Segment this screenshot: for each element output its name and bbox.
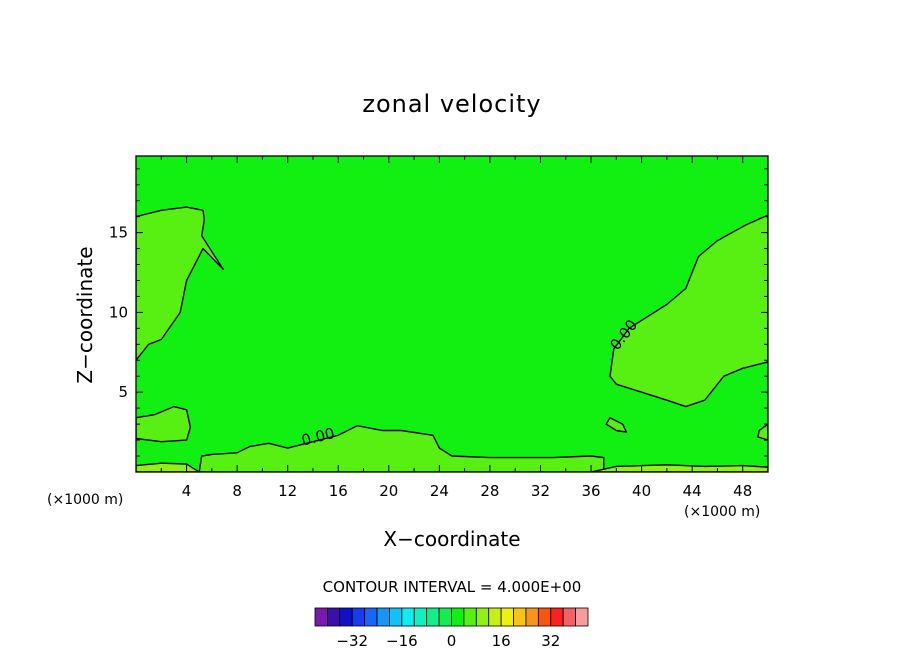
- colorbar-swatch: [562, 607, 576, 627]
- y-axis-label: Z−coordinate: [73, 246, 97, 383]
- colorbar-swatch: [488, 607, 502, 627]
- y-tick-label: 10: [109, 303, 128, 321]
- x-unit-left: (×1000 m): [47, 492, 123, 508]
- colorbar-swatch: [426, 607, 440, 627]
- contour-region-lower-left: [136, 405, 192, 443]
- x-tick-label: 32: [531, 482, 550, 500]
- colorbar-swatch: [339, 607, 353, 627]
- colorbar-tick-label: −32: [336, 632, 368, 650]
- colorbar-swatch: [575, 607, 589, 627]
- x-tick-label: 24: [430, 482, 449, 500]
- contour-region-upper-left: [136, 206, 224, 361]
- colorbar-swatch: [550, 607, 564, 627]
- x-tick-label: 8: [232, 482, 242, 500]
- x-tick-label: 12: [278, 482, 297, 500]
- colorbar-swatch: [351, 607, 366, 627]
- colorbar-swatch: [475, 607, 490, 627]
- colorbar-swatch: [438, 607, 452, 627]
- x-tick-label: 20: [379, 482, 398, 500]
- colorbar-swatch: [513, 607, 527, 627]
- colorbar-tick-label: 32: [541, 632, 560, 650]
- colorbar-swatch: [525, 607, 539, 627]
- colorbar-swatch: [364, 607, 378, 627]
- x-tick-label: 16: [329, 482, 348, 500]
- x-tick-label: 36: [581, 482, 600, 500]
- contour-regions: [136, 206, 768, 472]
- y-tick-label: 15: [109, 224, 128, 242]
- x-tick-label: 4: [182, 482, 192, 500]
- colorbar-swatch: [401, 607, 415, 627]
- x-tick-label: 48: [733, 482, 752, 500]
- colorbar-swatch: [463, 607, 477, 627]
- contour-region-right-edge: [757, 423, 768, 441]
- colorbar-swatch: [413, 607, 428, 627]
- colorbar-swatch: [389, 607, 403, 627]
- colorbar-tick-label: −16: [386, 632, 418, 650]
- colorbar: −32 −16 0 16 32: [314, 607, 589, 650]
- colorbar-swatch: [376, 607, 390, 627]
- contour-region-bottom-right-strip: [590, 464, 768, 472]
- x-axis-label: X−coordinate: [383, 527, 520, 551]
- colorbar-swatch: [451, 607, 465, 627]
- colorbar-swatch: [500, 607, 514, 627]
- chart-title: zonal velocity: [362, 90, 541, 118]
- plot-frame: [135, 155, 769, 473]
- x-tick-label: 44: [683, 482, 702, 500]
- colorbar-tick-label: 0: [447, 632, 457, 650]
- colorbar-swatch: [327, 607, 341, 627]
- contour-region-right: [609, 214, 768, 408]
- contour-region-small-38: [605, 417, 628, 433]
- contour-region-bottom-band: [198, 425, 605, 472]
- contour-interval-text: CONTOUR INTERVAL = 4.000E+00: [323, 578, 582, 596]
- y-tick-label: 5: [118, 383, 128, 401]
- contour-region-bottom-left-strip: [136, 462, 200, 472]
- colorbar-tick-label: 16: [492, 632, 511, 650]
- x-unit-right: (×1000 m): [684, 504, 760, 520]
- x-tick-label: 40: [632, 482, 651, 500]
- x-tick-label: 28: [480, 482, 499, 500]
- colorbar-swatch: [314, 607, 328, 627]
- colorbar-swatch: [537, 607, 552, 627]
